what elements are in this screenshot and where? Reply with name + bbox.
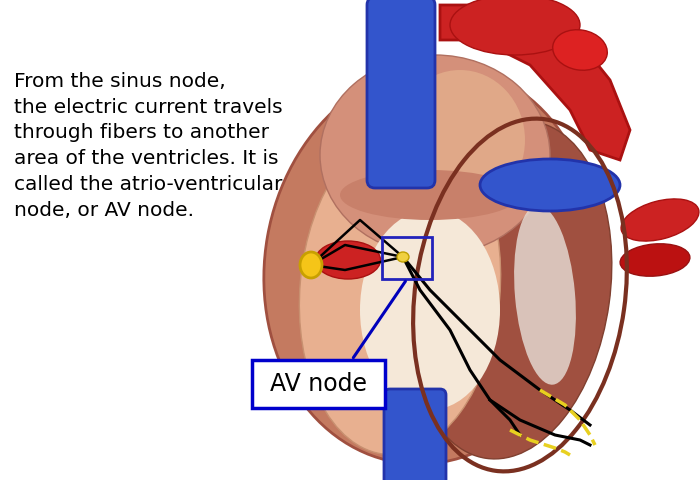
Ellipse shape: [320, 55, 550, 255]
Bar: [382, 237, 432, 279]
Ellipse shape: [408, 121, 612, 459]
Ellipse shape: [395, 70, 525, 210]
Ellipse shape: [480, 159, 620, 211]
Ellipse shape: [300, 252, 322, 278]
Ellipse shape: [553, 30, 608, 70]
Text: From the sinus node,
the electric current travels
through fibers to another
area: From the sinus node, the electric curren…: [14, 72, 283, 220]
Text: AV node: AV node: [270, 372, 367, 396]
Ellipse shape: [340, 170, 520, 220]
Polygon shape: [440, 5, 630, 160]
Ellipse shape: [397, 252, 409, 262]
FancyBboxPatch shape: [367, 0, 435, 188]
Ellipse shape: [621, 199, 699, 241]
Ellipse shape: [360, 210, 500, 410]
Ellipse shape: [514, 205, 576, 384]
Ellipse shape: [450, 0, 580, 55]
Ellipse shape: [300, 125, 500, 455]
Ellipse shape: [264, 66, 596, 464]
Ellipse shape: [620, 244, 690, 276]
FancyBboxPatch shape: [384, 389, 446, 480]
Ellipse shape: [316, 241, 381, 279]
Bar: [252, 360, 385, 408]
